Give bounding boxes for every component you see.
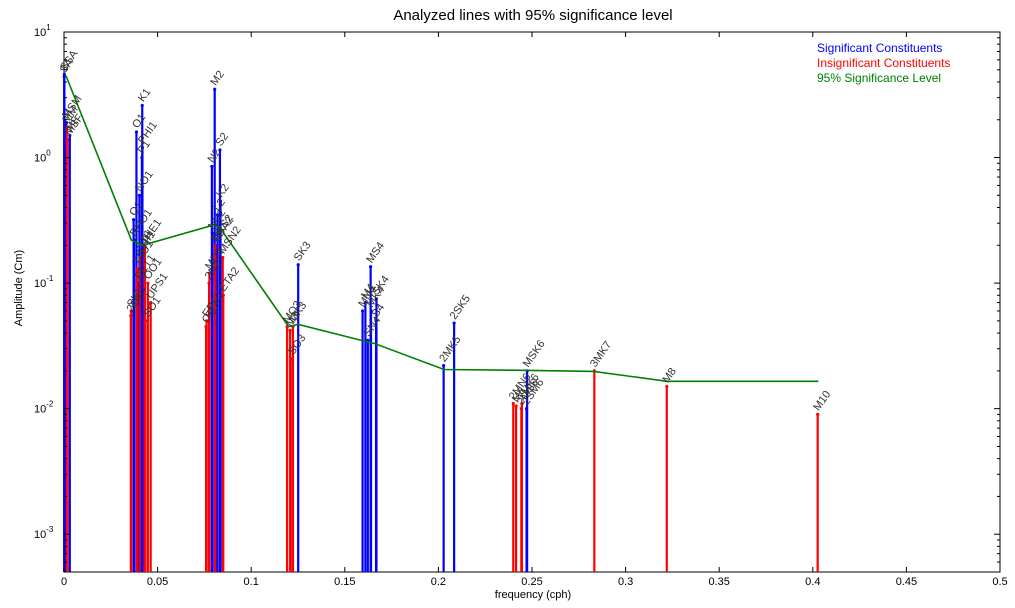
stem-marker-oo1	[146, 281, 150, 285]
stem-marker-tau1	[135, 267, 139, 271]
y-tick-base: 10	[34, 153, 46, 165]
legend-entry: Significant Constituents	[817, 41, 942, 55]
y-tick-exponent: -2	[46, 400, 54, 409]
stem-label-l2: L2	[211, 197, 228, 214]
legend-entry: Insignificant Constituents	[817, 56, 950, 70]
stem-marker-msm	[64, 120, 69, 125]
stem-marker-eps2	[205, 319, 209, 323]
y-tick-base: 10	[34, 27, 46, 39]
significance-level-line	[65, 75, 819, 383]
y-tick-label: 100	[34, 149, 51, 165]
stem-marker-2mk5	[442, 364, 446, 368]
stem-marker-eta2	[221, 293, 225, 297]
stem-marker-sk4	[374, 297, 379, 301]
x-tick-label: 0.45	[896, 576, 917, 588]
stem-marker-2sk5	[452, 321, 456, 325]
stem-marker-mn4	[360, 309, 365, 313]
legend-entry: 95% Significance Level	[817, 71, 941, 85]
stem-marker-mu2	[207, 271, 212, 275]
chart-title: Analyzed lines with 95% significance lev…	[393, 7, 672, 24]
stem-marker-mk4	[369, 309, 373, 313]
stem-marker-sa	[62, 75, 66, 79]
stem-marker-no1	[137, 193, 142, 197]
y-tick-base: 10	[34, 278, 46, 290]
stem-marker-sig1	[129, 309, 133, 313]
y-tick-exponent: -1	[46, 274, 54, 283]
stem-marker-n2	[210, 164, 214, 169]
x-axis-ticks: 0 0.05 0.1 0.15 0.2 0.25 0.3 0.35 0.4 0.45 0.5	[61, 32, 1008, 588]
stem-label-j1: J1	[138, 228, 154, 244]
x-axis-title: frequency (cph)	[495, 589, 571, 601]
y-tick-label: 101	[34, 23, 51, 39]
x-tick-label: 0.3	[618, 576, 633, 588]
stem-marker-m8	[665, 384, 669, 389]
stem-marker-ups1	[149, 300, 153, 305]
y-tick-label: 10-1	[34, 274, 54, 290]
x-tick-label: 0.25	[521, 576, 542, 588]
x-tick-label: 0.05	[147, 576, 168, 588]
stem-marker-k1	[140, 103, 144, 108]
stem-marker-m10	[816, 412, 820, 416]
stem-marker-phi1	[140, 146, 145, 150]
stem-marker-o1	[134, 130, 139, 134]
y-tick-base: 10	[34, 529, 46, 541]
stem-marker-m4	[363, 300, 367, 305]
y-tick-exponent: -3	[46, 525, 54, 534]
x-tick-label: 0.2	[431, 576, 446, 588]
x-tick-label: 0.5	[992, 576, 1007, 588]
stem-marker-2mk6	[520, 401, 524, 406]
stem-marker-m6	[514, 404, 518, 408]
stem-marker-m3	[288, 328, 292, 333]
stem-marker-l2	[215, 213, 220, 217]
y-axis-title: Amplitude (Cm)	[13, 250, 25, 326]
x-tick-label: 0	[61, 576, 67, 588]
stem-marker-msn2	[221, 255, 225, 260]
y-tick-exponent: 1	[46, 23, 51, 32]
x-tick-label: 0.15	[334, 576, 355, 588]
stem-marker-mf	[68, 133, 72, 138]
y-tick-label: 10-3	[34, 525, 54, 541]
stem-marker-mm	[65, 125, 69, 129]
y-tick-exponent: 0	[46, 149, 51, 158]
y-tick-label: 10-2	[34, 400, 54, 416]
stem-marker-s2	[218, 148, 222, 152]
stem-marker-ssa	[62, 72, 66, 76]
stem-marker-q1	[132, 218, 136, 222]
stem-marker-m2	[213, 87, 217, 91]
stem-marker-k2	[218, 199, 223, 203]
stem-marker-ms4	[369, 265, 373, 269]
x-tick-label: 0.1	[244, 576, 259, 588]
stem-marker-2mn6	[511, 401, 515, 406]
x-tick-label: 0.4	[805, 576, 820, 588]
stem-marker-nu2	[210, 231, 214, 235]
significance-polyline	[65, 75, 819, 383]
stem-marker-sk3	[296, 263, 300, 267]
y-tick-base: 10	[34, 404, 46, 416]
x-tick-label: 0.35	[708, 576, 729, 588]
